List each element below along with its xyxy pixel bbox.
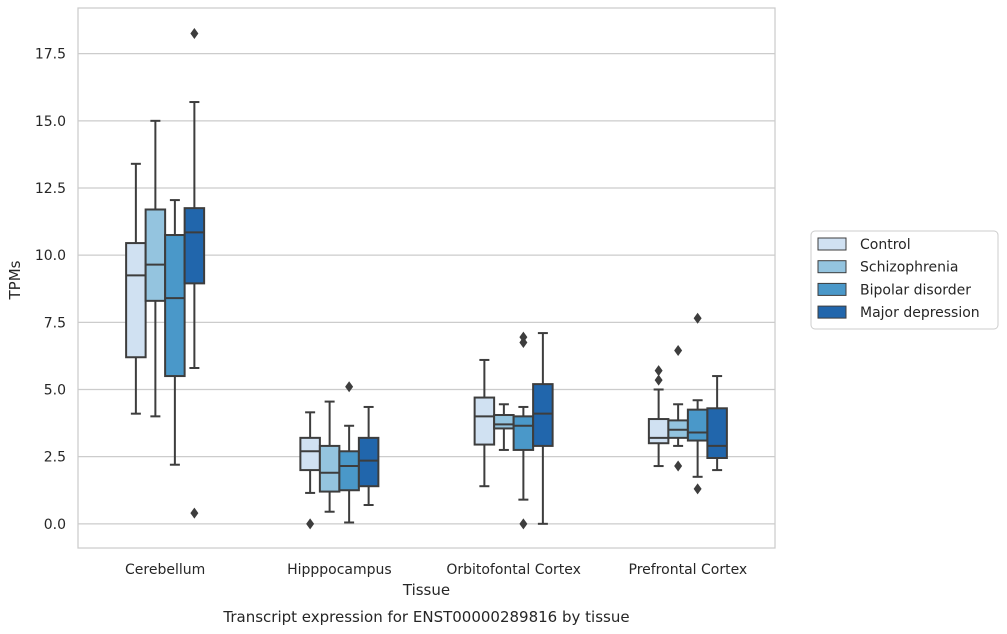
legend-label: Bipolar disorder: [860, 282, 971, 298]
box-body: [686, 408, 709, 442]
outlier-point: [306, 518, 315, 530]
outlier-point: [654, 365, 663, 377]
box-body: [299, 436, 321, 472]
legend-frame: [810, 230, 999, 330]
x-axis-title: Tissue: [402, 581, 450, 599]
box-bipolar-disorder-0: [164, 199, 186, 466]
box-body: [532, 383, 554, 447]
outlier-point: [345, 381, 354, 393]
y-tick-label: 15.0: [35, 114, 66, 130]
box-body: [318, 444, 341, 493]
box-body: [338, 450, 360, 492]
outlier-point: [693, 483, 702, 495]
box-body: [512, 415, 535, 451]
y-tick-label: 7.5: [44, 315, 66, 331]
box-body: [125, 242, 147, 359]
outlier-point: [674, 460, 683, 472]
box-body: [164, 234, 186, 378]
box-major-depression-1: [357, 405, 380, 507]
plot-frame: [77, 7, 776, 549]
legend-label: Schizophrenia: [860, 260, 958, 276]
legend-label: Control: [860, 237, 911, 253]
y-tick-labels: 0.0 2.5 5.0 7.5 10.0 12.5 15.0 17.5: [35, 47, 66, 533]
x-tick-labels: Cerebellum Hipppocampus Orbitofontal Corte…: [125, 562, 747, 578]
box-bipolar-disorder-3: [686, 312, 709, 495]
legend-swatch: [817, 282, 847, 296]
box-bipolar-disorder-2: [512, 331, 535, 530]
box-bipolar-disorder-1: [338, 381, 360, 524]
outlier-point: [519, 331, 528, 343]
legend-swatch: [817, 260, 847, 274]
y-axis-title: TPMs: [6, 260, 24, 300]
outlier-point: [190, 28, 199, 40]
y-tick-label: 2.5: [44, 450, 66, 466]
y-tick-label: 17.5: [35, 47, 66, 63]
legend-swatch: [817, 237, 847, 251]
box-control-0: [125, 162, 147, 415]
y-tick-label: 10.0: [35, 248, 66, 264]
boxes-layer: [125, 28, 728, 530]
box-control-1: [299, 411, 321, 530]
x-tick-label: Hipppocampus: [287, 562, 392, 578]
y-tick-label: 12.5: [35, 181, 66, 197]
box-body: [647, 418, 670, 445]
box-body: [183, 207, 206, 285]
box-schizophrenia-2: [493, 403, 515, 451]
box-body: [144, 208, 167, 302]
legend-label: Major depression: [860, 305, 980, 321]
x-tick-label: Cerebellum: [125, 562, 205, 578]
box-body: [357, 436, 380, 488]
x-tick-label: Orbitofontal Cortex: [446, 562, 581, 578]
y-tick-label: 0.0: [44, 517, 66, 533]
box-major-depression-3: [706, 375, 728, 472]
box-body: [706, 407, 728, 459]
box-body: [473, 396, 496, 446]
chart-title: Transcript expression for ENST0000028981…: [222, 608, 629, 626]
outlier-point: [674, 345, 683, 357]
legend: Control Schizophrenia Bipolar disorder Majo…: [810, 230, 999, 330]
box-body: [493, 414, 515, 430]
outlier-point: [190, 507, 199, 519]
box-schizophrenia-0: [144, 119, 167, 418]
outlier-point: [654, 374, 663, 386]
x-tick-label: Prefrontal Cortex: [629, 562, 748, 578]
box-schizophrenia-3: [667, 345, 689, 472]
outlier-point: [693, 312, 702, 324]
y-tick-label: 5.0: [44, 382, 66, 398]
legend-swatch: [817, 305, 847, 319]
box-major-depression-0: [183, 28, 206, 519]
outlier-point: [519, 518, 528, 530]
box-major-depression-2: [532, 332, 554, 525]
